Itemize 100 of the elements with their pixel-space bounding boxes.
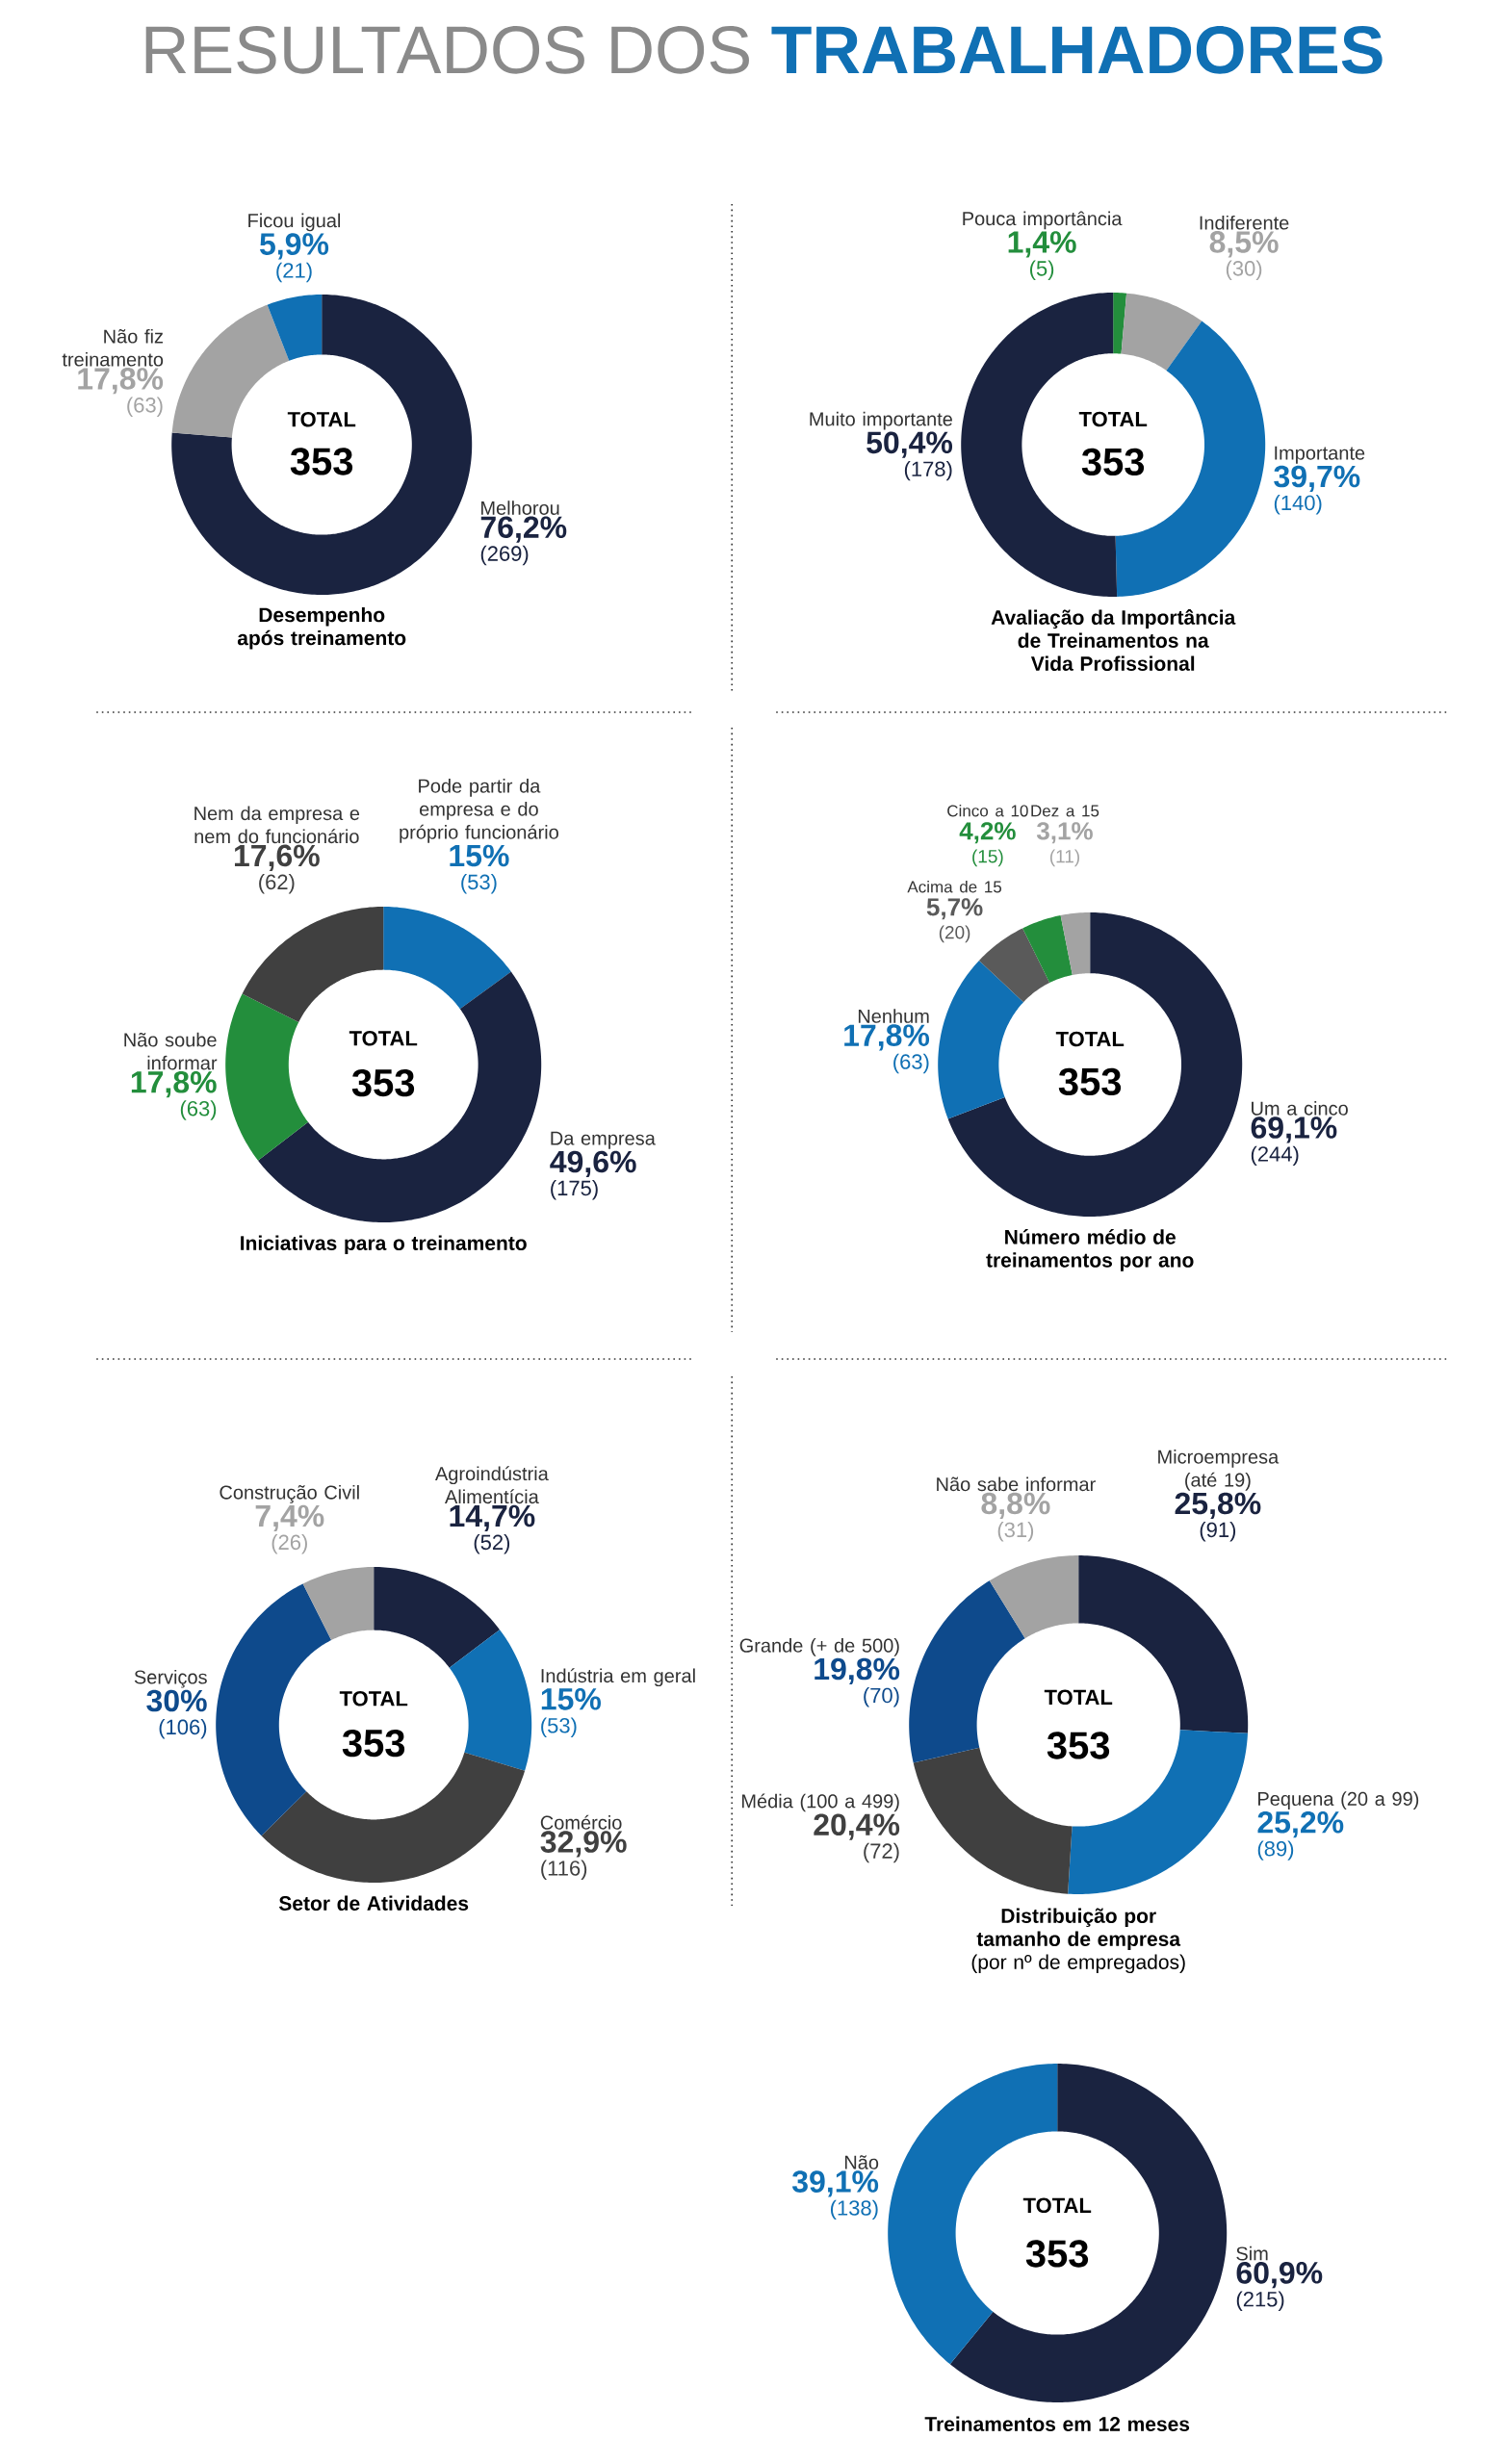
text: 353 — [1058, 1067, 1122, 1096]
data-label: 17,8% — [78, 368, 164, 395]
text: (215) — [1236, 2291, 1284, 2311]
slice-label: Comércio — [540, 1814, 622, 1830]
text: (244) — [1251, 1145, 1299, 1167]
text: (52) — [474, 1534, 509, 1554]
text: (26) — [272, 1534, 307, 1554]
text: (178) — [904, 460, 952, 481]
text: (72) — [864, 1842, 899, 1863]
text: Setor de Atividades — [278, 1895, 469, 1911]
text: TOTAL — [1044, 1689, 1113, 1706]
text: (31) — [997, 1522, 1033, 1542]
slice-label: Nenhum — [858, 1009, 929, 1023]
data-label: 1,4% — [1008, 231, 1076, 258]
text: TOTAL — [1078, 411, 1148, 427]
data-label: 50,4% — [866, 431, 952, 458]
text: (21) — [276, 262, 312, 283]
text: 353 — [342, 1729, 405, 1758]
data-label: 17,6% — [234, 844, 320, 871]
text: Treinamentos em 12 meses — [924, 2416, 1190, 2431]
slice-label: Indiferente — [1200, 215, 1289, 230]
text: 353 — [1047, 1732, 1110, 1759]
slice-label: Cinco a 10 — [947, 804, 1028, 817]
slice-label: Pequena (20 a 99) — [1257, 1791, 1419, 1810]
data-label: 25,8% — [1175, 1492, 1261, 1519]
slice-label: Não sabe informar — [937, 1476, 1096, 1492]
data-label: 8,8% — [981, 1492, 1050, 1519]
data-label: 3,1% — [1036, 822, 1093, 844]
data-label: 15% — [541, 1688, 601, 1710]
text: (70) — [864, 1687, 899, 1707]
text: (63) — [893, 1053, 929, 1074]
data-label: 76,2% — [480, 516, 567, 543]
data-label: 7,4% — [255, 1504, 324, 1531]
data-label: 69,1% — [1251, 1116, 1337, 1143]
text: (106) — [159, 1719, 207, 1739]
text: (20) — [939, 925, 970, 943]
text: 353 — [1025, 2240, 1089, 2268]
text: TOTAL — [339, 1691, 408, 1707]
text: (175) — [551, 1180, 598, 1200]
text: TOTAL — [349, 1031, 418, 1046]
slice-label: Nem da empresa e nem do funcionário — [194, 806, 359, 844]
text: TOTAL — [1022, 2197, 1092, 2214]
text: 353 — [1081, 448, 1145, 476]
data-label: 8,5% — [1209, 231, 1279, 258]
slice-label: Acima de 15 — [907, 880, 1001, 893]
text: Distribuição por tamanho de empresa — [976, 1908, 1181, 1951]
text: (53) — [541, 1717, 577, 1737]
text: Número médio de treinamentos por ano — [986, 1229, 1194, 1271]
text: (11) — [1049, 849, 1079, 867]
text: TOTAL — [287, 411, 356, 427]
slice-label: Construção Civil — [220, 1484, 359, 1503]
text: (30) — [1226, 260, 1262, 280]
slice-label: Melhorou — [480, 500, 559, 515]
text: (140) — [1274, 495, 1322, 515]
data-label: 19,8% — [815, 1657, 900, 1684]
data-label: 14,7% — [450, 1504, 535, 1531]
data-label: 30% — [146, 1689, 207, 1712]
data-label: 60,9% — [1236, 2262, 1323, 2289]
data-label: 39,7% — [1274, 465, 1360, 492]
slice-label: Muito importante — [810, 411, 952, 430]
text: (91) — [1200, 1522, 1235, 1542]
data-label: 5,9% — [259, 233, 329, 260]
slice-label: Serviços — [134, 1669, 207, 1688]
slice-label: Dez a 15 — [1031, 805, 1099, 817]
text: (269) — [480, 545, 529, 566]
text: (63) — [180, 1100, 217, 1120]
data-label: 15% — [450, 844, 509, 867]
text: Iniciativas para o treinamento — [241, 1235, 527, 1255]
text: RESULTADOS DOS TRABALHADORES — [145, 26, 1383, 74]
slice-label: Indústria em geral — [541, 1668, 695, 1687]
data-label: 17,8% — [844, 1024, 929, 1051]
slice-label: Ficou igual — [248, 213, 340, 232]
text: (15) — [972, 849, 1003, 867]
text: 353 — [290, 448, 353, 475]
data-label: 5,7% — [926, 898, 983, 920]
text: (53) — [461, 874, 497, 894]
text: (5) — [1029, 260, 1054, 280]
data-label: 25,2% — [1257, 1810, 1344, 1838]
text: (63) — [127, 397, 163, 417]
data-label: 49,6% — [550, 1150, 636, 1177]
text: TOTAL — [1055, 1031, 1125, 1047]
slice-label: Não soube informar — [124, 1032, 218, 1070]
slice-label: Agroindústria Alimentícia — [434, 1466, 549, 1504]
slice-label: Microempresa (até 19) — [1158, 1450, 1280, 1491]
slice-label: Sim — [1236, 2246, 1268, 2261]
data-label: 17,8% — [131, 1070, 217, 1098]
slice-label: Importante — [1275, 446, 1365, 464]
data-label: 39,1% — [791, 2170, 879, 2197]
slice-label: Pouca importância — [963, 211, 1123, 230]
slice-label: Grande (+ de 500) — [739, 1638, 899, 1656]
slice-label: Média (100 a 499) — [741, 1793, 899, 1812]
text: (por nº de empregados) — [971, 1954, 1185, 1974]
data-label: 4,2% — [959, 822, 1016, 844]
slice-label: Da empresa — [551, 1131, 656, 1149]
data-label: 32,9% — [540, 1831, 627, 1858]
slice-label: Não — [844, 2155, 879, 2169]
text: (116) — [541, 1860, 587, 1881]
text: (62) — [259, 874, 295, 894]
slice-label: Não fiz treinamento — [62, 328, 164, 367]
text: 353 — [351, 1068, 415, 1097]
